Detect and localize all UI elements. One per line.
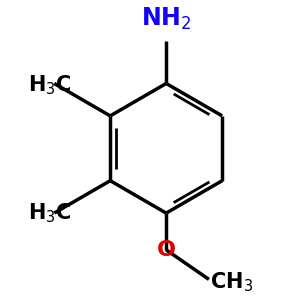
Text: O: O	[157, 240, 176, 260]
Text: H$_3$C: H$_3$C	[28, 201, 71, 225]
Text: CH$_3$: CH$_3$	[210, 271, 254, 294]
Text: NH$_2$: NH$_2$	[141, 6, 191, 32]
Text: H$_3$C: H$_3$C	[28, 73, 71, 97]
